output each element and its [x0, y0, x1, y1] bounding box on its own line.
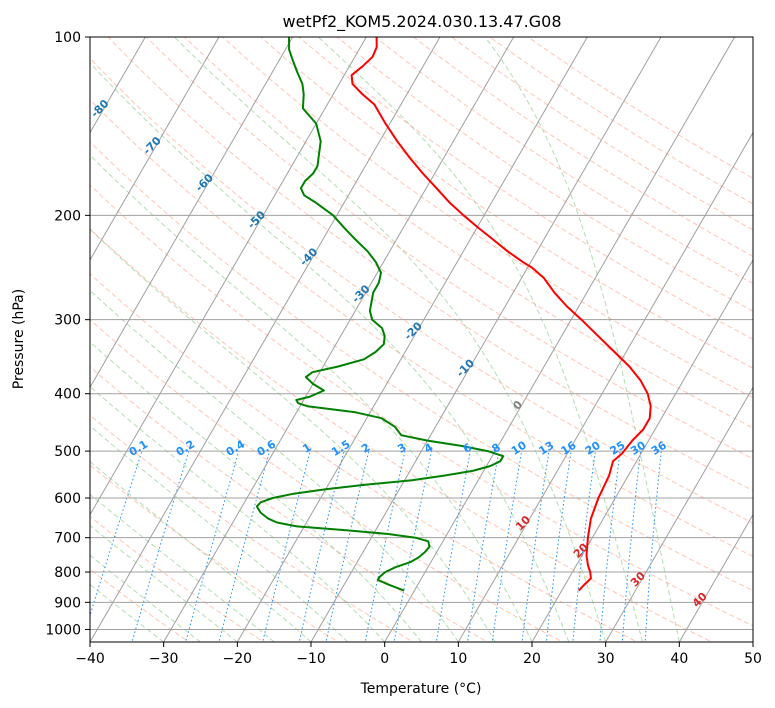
x-tick-label: 10 — [449, 651, 467, 667]
isotherm — [605, 386, 753, 642]
y-axis-label: Pressure (hPa) — [11, 289, 27, 389]
isotherm — [90, 37, 294, 389]
mixing-ratio-line — [90, 450, 143, 617]
x-tick-label: 40 — [670, 651, 688, 667]
dry-adiabat — [336, 37, 753, 312]
mixing-ratio-line — [185, 450, 240, 642]
x-axis-ticks: −40 −30 −20 −10 0 10 20 30 40 50 — [75, 642, 762, 667]
y-tick-label: 400 — [54, 387, 81, 403]
x-tick-label: −30 — [149, 651, 179, 667]
mixing-ratio-line — [325, 450, 370, 642]
isotherm — [310, 37, 662, 642]
mixing-ratio-line — [435, 451, 471, 642]
dry-adiabat — [184, 37, 753, 429]
mixing-ratio-line — [298, 450, 345, 642]
dry-adiabat — [107, 37, 753, 492]
moist-adiabat — [90, 289, 459, 642]
x-tick-label: 50 — [744, 651, 762, 667]
y-tick-label: 600 — [54, 491, 81, 507]
x-tick-label: −20 — [223, 651, 253, 667]
moist-adiabat — [90, 62, 570, 642]
isotherms — [90, 37, 753, 642]
y-tick-label: 200 — [54, 208, 81, 224]
mixing-ratio-line — [364, 450, 406, 642]
y-tick-label: 700 — [54, 531, 81, 547]
x-tick-label: 20 — [523, 651, 541, 667]
y-tick-label: 100 — [54, 30, 81, 46]
x-tick-label: 30 — [597, 651, 615, 667]
temperature-profile — [350, 37, 652, 592]
isotherm — [163, 37, 515, 642]
isotherm — [90, 37, 367, 516]
moist-adiabat — [90, 228, 496, 642]
y-tick-label: 900 — [54, 595, 81, 611]
moist-adiabat — [90, 583, 164, 642]
moist-adiabat — [90, 154, 533, 642]
mixing-ratio-line — [131, 450, 190, 642]
dry-adiabat — [298, 37, 753, 340]
sounding-series — [255, 37, 652, 592]
isotherm — [90, 37, 220, 261]
moist-adiabat — [90, 425, 349, 642]
dry-adiabat — [90, 57, 753, 524]
dry-adiabat — [145, 37, 753, 460]
dry-adiabat — [90, 141, 753, 592]
mixing-ratio-lines — [90, 450, 662, 642]
plot-frame — [89, 36, 754, 643]
x-tick-label: −40 — [75, 651, 105, 667]
isobars — [90, 37, 753, 630]
plot-area: 0.10.20.40.611.52346810131620253036-100-… — [90, 37, 753, 642]
y-axis-ticks: 100 200 300 400 500 600 700 800 900 1000 — [45, 30, 90, 638]
y-tick-label: 300 — [54, 313, 81, 329]
moist-adiabat — [173, 37, 607, 642]
mixing-ratio-line — [393, 450, 433, 642]
isotherm — [457, 131, 753, 642]
moist-adiabat — [317, 37, 643, 642]
dry-adiabat — [90, 319, 564, 642]
moist-adiabat — [90, 385, 386, 642]
y-tick-label: 800 — [54, 565, 81, 581]
isotherm — [236, 37, 588, 642]
isotherm — [531, 258, 753, 642]
x-axis-label: Temperature (°C) — [360, 681, 482, 697]
moist-adiabat — [90, 493, 275, 642]
dry-adiabat — [374, 37, 753, 285]
isotherm — [90, 37, 441, 642]
y-tick-label: 1000 — [45, 622, 81, 638]
isotherm — [384, 37, 736, 642]
dry-adiabat — [90, 98, 753, 558]
x-tick-label: −10 — [296, 651, 326, 667]
dry-adiabat — [90, 184, 753, 627]
y-tick-label: 500 — [54, 444, 81, 460]
dewpoint-profile — [255, 37, 505, 592]
isotherm — [678, 513, 753, 642]
chart-title: wetPf2_KOM5.2024.030.13.47.G08 — [282, 12, 561, 32]
moist-adiabat — [90, 554, 201, 642]
x-tick-label: 0 — [380, 651, 389, 667]
moist-adiabat — [90, 524, 238, 642]
mixing-ratio-line — [218, 450, 271, 642]
